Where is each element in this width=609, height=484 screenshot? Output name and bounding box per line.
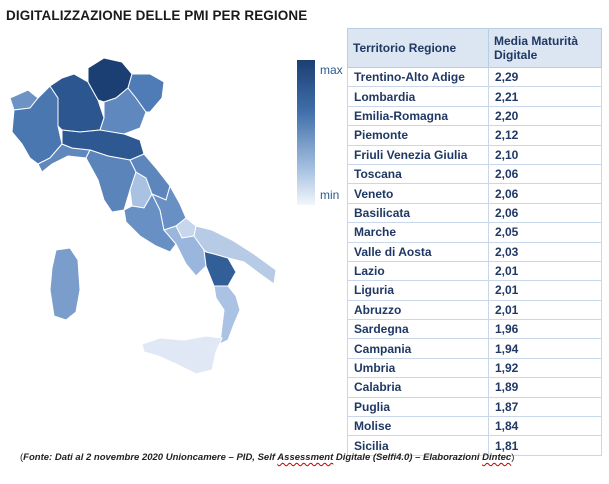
header-media: Media Maturità Digitale xyxy=(488,28,602,68)
table-row: Emilia-Romagna 2,20 xyxy=(347,105,602,127)
region-name-cell: Lombardia xyxy=(347,86,489,107)
region-calabria xyxy=(213,285,241,345)
table-row: Molise 1,84 xyxy=(347,416,602,437)
legend-max-label: max xyxy=(320,63,343,77)
table-row: Valle di Aosta 2,03 xyxy=(347,241,602,262)
region-value-cell: 2,12 xyxy=(488,125,602,146)
region-basilicata xyxy=(203,248,237,287)
table-row: Sardegna 1,96 xyxy=(347,319,602,340)
region-name-cell: Emilia-Romagna xyxy=(347,105,489,127)
region-name-cell: Abruzzo xyxy=(347,299,489,321)
region-name-cell: Marche xyxy=(347,222,489,243)
table-row: Puglia 1,87 xyxy=(347,396,602,418)
footnote-open: ( xyxy=(20,452,24,463)
region-value-cell: 2,06 xyxy=(488,183,602,204)
region-name-cell: Umbria xyxy=(347,357,489,379)
table-row: Umbria 1,92 xyxy=(347,357,602,379)
region-value-cell: 1,96 xyxy=(488,319,602,340)
table-row: Abruzzo 2,01 xyxy=(347,299,602,321)
region-name-cell: Molise xyxy=(347,416,489,437)
table-row: Friuli Venezia Giulia 2,10 xyxy=(347,144,602,165)
table-row: Veneto 2,06 xyxy=(347,183,602,204)
table-row: Toscana 2,06 xyxy=(347,163,602,185)
region-name-cell: Friuli Venezia Giulia xyxy=(347,144,489,165)
table-row: Lazio 2,01 xyxy=(347,260,602,282)
legend-min-label: min xyxy=(320,188,340,202)
region-name-cell: Valle di Aosta xyxy=(347,241,489,262)
table-row: Liguria 2,01 xyxy=(347,280,602,301)
region-value-cell: 2,29 xyxy=(488,66,602,88)
region-value-cell: 1,84 xyxy=(488,416,602,437)
region-value-cell: 1,92 xyxy=(488,357,602,379)
region-name-cell: Campania xyxy=(347,338,489,359)
region-name-cell: Liguria xyxy=(347,280,489,301)
table-row: Piemonte 2,12 xyxy=(347,125,602,146)
region-name-cell: Veneto xyxy=(347,183,489,204)
region-value-cell: 2,01 xyxy=(488,299,602,321)
region-sardegna xyxy=(49,247,81,321)
region-friuli-venezia-giulia xyxy=(127,73,165,113)
source-footnote: (Fonte: Dati al 2 novembre 2020 Unioncam… xyxy=(20,452,514,463)
region-veneto xyxy=(99,87,147,135)
table-row: Trentino-Alto Adige 2,29 xyxy=(347,66,602,88)
footnote-text-2: Digitale (Selfi4.0) – Elaborazioni xyxy=(333,452,483,463)
header-territorio: Territorio Regione xyxy=(347,28,489,68)
region-value-cell: 2,01 xyxy=(488,260,602,282)
region-value-cell: 1,87 xyxy=(488,396,602,418)
footnote-underlined-2: Dintec xyxy=(482,452,512,463)
table-row: Marche 2,05 xyxy=(347,222,602,243)
region-name-cell: Puglia xyxy=(347,396,489,418)
table-header-row: Territorio Regione Media Maturità Digita… xyxy=(347,28,602,68)
region-value-cell: 1,94 xyxy=(488,338,602,359)
footnote-close: ) xyxy=(511,452,515,463)
region-name-cell: Basilicata xyxy=(347,202,489,224)
table-row: Calabria 1,89 xyxy=(347,377,602,398)
table-row: Lombardia 2,21 xyxy=(347,86,602,107)
region-name-cell: Trentino-Alto Adige xyxy=(347,66,489,88)
chart-title: DIGITALIZZAZIONE DELLE PMI PER REGIONE xyxy=(6,8,308,23)
region-value-cell: 2,06 xyxy=(488,163,602,185)
footnote-text-1: Fonte: Dati al 2 novembre 2020 Unioncame… xyxy=(23,452,278,463)
region-value-cell: 2,10 xyxy=(488,144,602,165)
regions-table: Territorio Regione Media Maturità Digita… xyxy=(347,28,602,456)
footnote-underlined-1: Assessment xyxy=(277,452,334,463)
color-scale-bar xyxy=(297,60,315,205)
region-value-cell: 2,06 xyxy=(488,202,602,224)
region-name-cell: Toscana xyxy=(347,163,489,185)
region-value-cell: 2,01 xyxy=(488,280,602,301)
region-toscana xyxy=(85,149,137,213)
region-value-cell: 1,81 xyxy=(488,435,602,456)
region-value-cell: 1,89 xyxy=(488,377,602,398)
table-row: Basilicata 2,06 xyxy=(347,202,602,224)
region-name-cell: Lazio xyxy=(347,260,489,282)
region-value-cell: 2,20 xyxy=(488,105,602,127)
region-name-cell: Piemonte xyxy=(347,125,489,146)
region-name-cell: Calabria xyxy=(347,377,489,398)
region-name-cell: Sardegna xyxy=(347,319,489,340)
region-sicilia xyxy=(141,335,223,375)
table-row: Campania 1,94 xyxy=(347,338,602,359)
region-value-cell: 2,03 xyxy=(488,241,602,262)
region-value-cell: 2,05 xyxy=(488,222,602,243)
italy-choropleth-map xyxy=(9,57,277,375)
table-row: Sicilia 1,81 xyxy=(347,435,602,456)
region-value-cell: 2,21 xyxy=(488,86,602,107)
